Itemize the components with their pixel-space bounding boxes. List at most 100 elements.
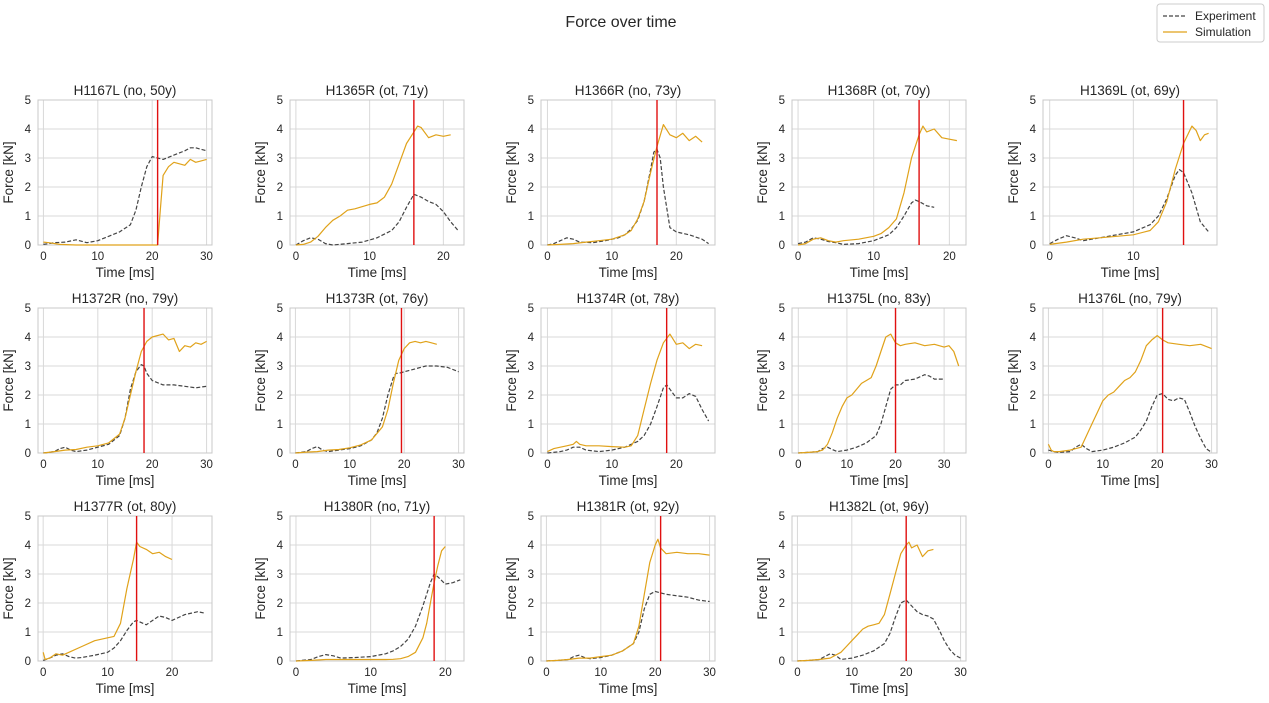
x-tick-label: 20 <box>146 251 159 263</box>
subplot-3: 0 10 20 0 1 2 3 4 5 H1366R (no, 73y) Time [ms] Forc… <box>504 83 716 280</box>
y-tick-label: 5 <box>528 303 534 315</box>
subplot-6: 0 10 20 30 0 1 2 3 4 5 H1372R (no, 79y) Time [ms] Fo… <box>1 291 213 488</box>
x-tick-label: 20 <box>439 667 452 679</box>
x-tick-label: 0 <box>292 459 298 471</box>
y-tick-label: 0 <box>277 656 283 668</box>
x-axis-label: Time [ms] <box>1101 265 1160 280</box>
y-axis-label: Force [kN] <box>504 557 519 619</box>
x-tick-label: 30 <box>200 251 213 263</box>
simulation-line <box>797 541 934 662</box>
y-tick-label: 2 <box>277 390 283 402</box>
subplot-title: H1365R (ot, 71y) <box>326 83 429 98</box>
x-tick-label: 0 <box>1046 251 1052 263</box>
x-tick-label: 10 <box>364 667 377 679</box>
subplot-title: H1377R (ot, 80y) <box>74 499 177 514</box>
x-tick-label: 30 <box>452 459 465 471</box>
subplot-1: 0 10 20 30 0 1 2 3 4 5 H1167L (no, 50y) Time [ms] Fo… <box>1 83 213 280</box>
y-tick-label: 2 <box>779 390 785 402</box>
experiment-line <box>798 374 945 454</box>
x-axis-label: Time [ms] <box>850 681 909 696</box>
plot-frame <box>1042 307 1218 454</box>
y-tick-label: 2 <box>528 598 534 610</box>
y-tick-label: 4 <box>25 540 32 552</box>
y-tick-label: 2 <box>25 390 31 402</box>
y-tick-label: 4 <box>528 540 535 552</box>
y-tick-label: 1 <box>1030 211 1036 223</box>
y-tick-label: 5 <box>277 303 283 315</box>
experiment-line <box>1048 393 1212 453</box>
x-tick-label: 0 <box>795 459 801 471</box>
y-tick-label: 5 <box>1030 95 1036 107</box>
subplot-title: H1167L (no, 50y) <box>74 83 177 98</box>
simulation-line <box>798 333 960 454</box>
x-axis-label: Time [ms] <box>1101 473 1160 488</box>
y-tick-label: 0 <box>528 656 534 668</box>
y-tick-label: 5 <box>25 95 31 107</box>
legend: Experiment Simulation <box>1156 3 1265 43</box>
y-tick-label: 4 <box>528 332 535 344</box>
subplot-14: 0 10 20 30 0 1 2 3 4 5 H1382L (ot, 96y) Time [ms] Fo… <box>755 499 967 696</box>
y-tick-label: 1 <box>779 627 785 639</box>
x-axis-label: Time [ms] <box>348 681 407 696</box>
y-tick-label: 5 <box>25 511 31 523</box>
y-tick-label: 1 <box>277 419 283 431</box>
legend-simulation-label: Simulation <box>1195 25 1251 39</box>
experiment-line <box>547 384 710 454</box>
simulation-line <box>797 125 958 246</box>
x-tick-label: 20 <box>670 251 683 263</box>
y-tick-label: 4 <box>779 124 786 136</box>
y-axis-label: Force [kN] <box>504 141 519 203</box>
plot-frame <box>791 515 967 662</box>
experiment-line <box>295 193 459 246</box>
x-tick-label: 20 <box>943 251 956 263</box>
y-tick-label: 1 <box>528 627 534 639</box>
y-tick-label: 2 <box>779 598 785 610</box>
y-axis-label: Force [kN] <box>1 349 16 411</box>
y-tick-label: 3 <box>25 153 31 165</box>
x-axis-label: Time [ms] <box>96 681 155 696</box>
x-tick-label: 30 <box>703 667 716 679</box>
y-tick-label: 1 <box>277 627 283 639</box>
x-tick-label: 10 <box>1096 459 1109 471</box>
x-tick-label: 0 <box>293 251 299 263</box>
simulation-line <box>295 125 451 246</box>
x-tick-label: 0 <box>293 667 299 679</box>
x-tick-label: 0 <box>1045 459 1051 471</box>
x-axis-label: Time [ms] <box>96 473 155 488</box>
y-axis-label: Force [kN] <box>253 349 268 411</box>
plot-frame <box>540 307 716 454</box>
x-tick-label: 30 <box>1205 459 1218 471</box>
y-tick-label: 5 <box>1030 303 1036 315</box>
subplot-12: 0 10 20 0 1 2 3 4 5 H1380R (no, 71y) Time [ms] Forc… <box>253 499 465 696</box>
y-axis-label: Force [kN] <box>253 557 268 619</box>
y-tick-label: 2 <box>779 182 785 194</box>
experiment-line <box>1049 169 1210 245</box>
y-tick-label: 4 <box>25 332 32 344</box>
y-tick-label: 2 <box>277 598 283 610</box>
subplot-4: 0 10 20 0 1 2 3 4 5 H1368R (ot, 70y) Time [ms] Forc… <box>755 83 967 280</box>
subplot-title: H1382L (ot, 96y) <box>829 499 929 514</box>
x-tick-label: 10 <box>845 667 858 679</box>
x-tick-label: 20 <box>437 251 450 263</box>
y-tick-label: 3 <box>1030 153 1036 165</box>
x-tick-label: 10 <box>867 251 880 263</box>
simulation-line <box>546 538 710 662</box>
y-axis-label: Force [kN] <box>755 557 770 619</box>
plot-frame <box>1042 99 1218 246</box>
experiment-line <box>43 364 207 454</box>
subplot-2: 0 10 20 0 1 2 3 4 5 H1365R (ot, 71y) Time [ms] Forc… <box>253 83 465 280</box>
x-tick-label: 20 <box>670 459 683 471</box>
subplot-title: H1381R (ot, 92y) <box>577 499 680 514</box>
y-tick-label: 5 <box>779 303 785 315</box>
subplot-title: H1374R (ot, 78y) <box>577 291 680 306</box>
experiment-line <box>546 590 710 662</box>
plot-frame <box>289 99 465 246</box>
x-tick-label: 20 <box>649 667 662 679</box>
y-tick-label: 5 <box>528 511 534 523</box>
figure-title: Force over time <box>565 14 676 31</box>
x-tick-label: 30 <box>938 459 951 471</box>
subplot-10: 0 10 20 30 0 1 2 3 4 5 H1376L (no, 79y) Time [ms] Fo… <box>1006 291 1218 488</box>
subplot-title: H1373R (ot, 76y) <box>326 291 429 306</box>
y-tick-label: 4 <box>528 124 535 136</box>
x-tick-label: 0 <box>794 667 800 679</box>
